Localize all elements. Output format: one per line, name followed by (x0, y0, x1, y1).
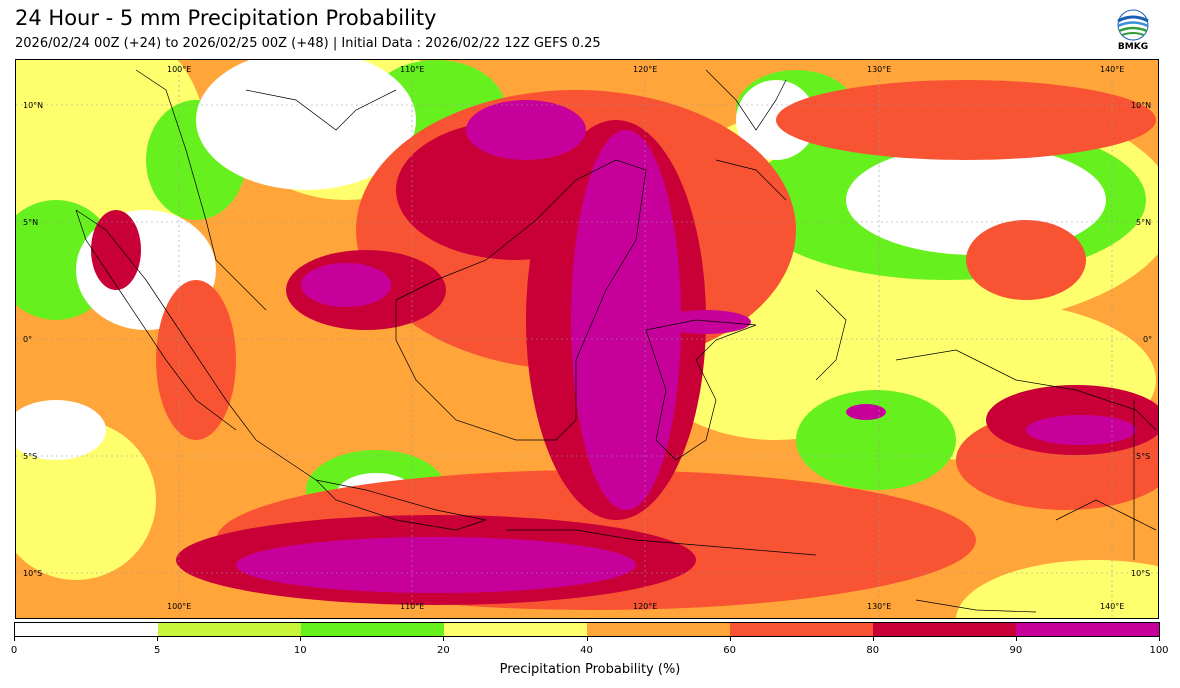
bmkg-logo-icon (1117, 9, 1149, 41)
lat-label-right: 0° (1143, 335, 1153, 344)
colorbar-tick-label: 5 (153, 645, 161, 656)
lat-label-right: 5°N (1136, 218, 1152, 227)
colorbar-segment (15, 623, 158, 636)
colorbar (14, 622, 1160, 637)
colorbar-tick (443, 637, 445, 641)
colorbar-tick (1015, 637, 1017, 641)
colorbar-tick-label: 60 (723, 645, 736, 656)
colorbar-tick (586, 637, 588, 641)
colorbar-tick-label: 40 (580, 645, 593, 656)
colorbar-tick (14, 637, 15, 641)
bmkg-logo: BMKG (1114, 8, 1152, 54)
colorbar-segment (1016, 623, 1159, 636)
lat-label-right: 5°S (1136, 452, 1151, 461)
lon-label-top: 100°E (167, 65, 192, 74)
colorbar-segment (301, 623, 444, 636)
lat-label-right: 10°S (1131, 569, 1151, 578)
colorbar-tick-label: 0 (10, 645, 18, 656)
lat-label-left: 10°N (23, 101, 44, 110)
lat-label-left: 0° (23, 335, 33, 344)
colorbar-tick-label: 10 (293, 645, 307, 656)
zone-90-100 (236, 100, 1136, 593)
colorbar-tick-label: 90 (1009, 645, 1023, 656)
colorbar-tick-label: 80 (866, 645, 880, 656)
logo-label: BMKG (1117, 42, 1149, 52)
map-title: 24 Hour - 5 mm Precipitation Probability (15, 6, 437, 30)
lat-label-left: 5°N (23, 218, 39, 227)
lon-label-top: 140°E (1100, 65, 1125, 74)
lon-label-bottom: 100°E (167, 602, 192, 611)
colorbar-ticks: 0 5 10 20 40 60 80 90 100 (10, 637, 1169, 657)
lon-label-top: 120°E (633, 65, 658, 74)
precipitation-map: 100°E 110°E 120°E 130°E 140°E 100°E 110°… (15, 59, 1159, 619)
coastlines (75, 69, 1157, 613)
colorbar-tick-label: 100 (1149, 645, 1169, 656)
lat-label-left: 10°S (23, 569, 43, 578)
colorbar-tick (1159, 637, 1160, 641)
lon-label-bottom: 110°E (400, 602, 425, 611)
lat-label-left: 5°S (23, 452, 38, 461)
lon-label-bottom: 140°E (1100, 602, 1125, 611)
colorbar-tick (300, 637, 302, 641)
colorbar-segment (444, 623, 587, 636)
lat-label-right: 10°N (1131, 101, 1152, 110)
colorbar-segment (873, 623, 1016, 636)
lon-label-top: 130°E (867, 65, 892, 74)
graticule (16, 60, 1158, 618)
lon-label-bottom: 120°E (633, 602, 658, 611)
map-subtitle: 2026/02/24 00Z (+24) to 2026/02/25 00Z (… (15, 36, 601, 51)
colorbar-tick (729, 637, 731, 641)
lon-label-top: 110°E (400, 65, 425, 74)
probability-field (16, 60, 1158, 618)
colorbar-tick (157, 637, 159, 641)
colorbar-title: Precipitation Probability (%) (499, 662, 681, 677)
colorbar-segment (158, 623, 301, 636)
colorbar-segment (587, 623, 730, 636)
lon-label-bottom: 130°E (867, 602, 892, 611)
colorbar-tick-label: 20 (437, 645, 450, 656)
colorbar-segment (730, 623, 873, 636)
colorbar-tick (872, 637, 874, 641)
